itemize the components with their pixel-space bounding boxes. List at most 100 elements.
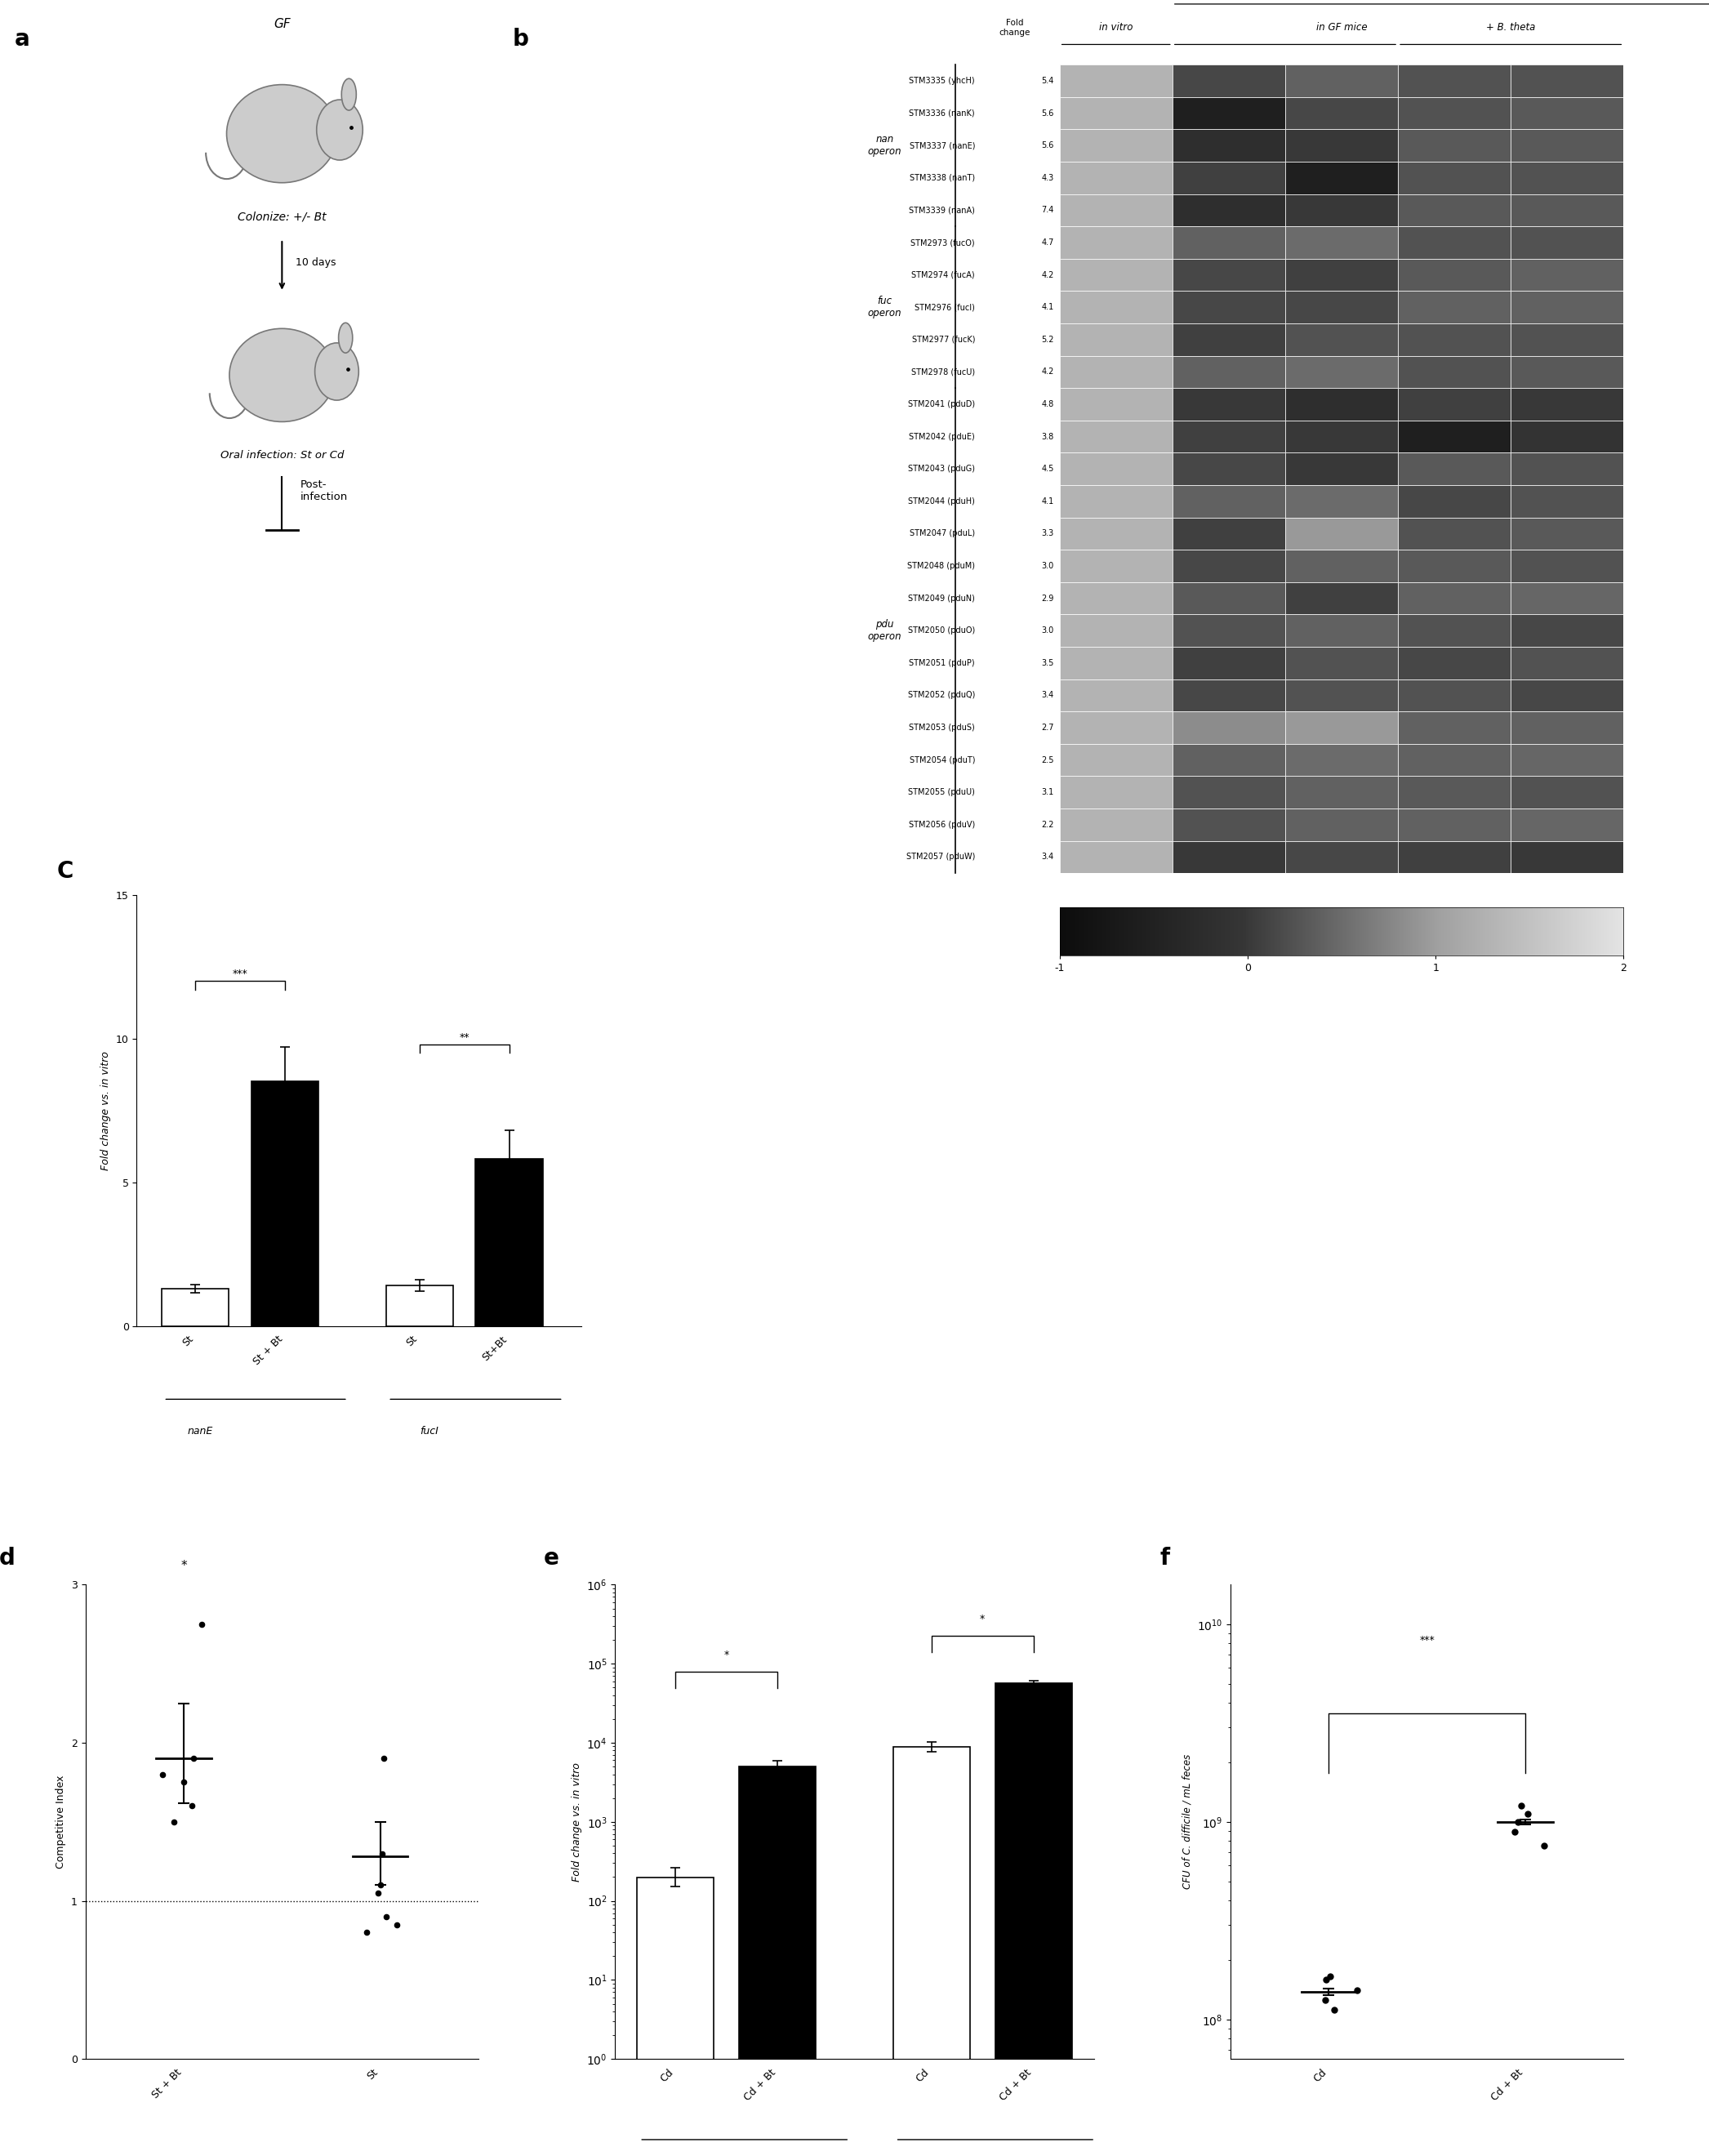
Bar <box>1285 744 1398 776</box>
Bar <box>1285 356 1398 388</box>
Text: STM2978 (fucU): STM2978 (fucU) <box>911 369 974 375</box>
Bar <box>1511 97 1624 129</box>
Bar <box>161 1289 229 1326</box>
Point <box>367 1837 395 1871</box>
Ellipse shape <box>314 343 359 401</box>
Bar <box>1398 420 1511 453</box>
Text: STM2974 (fucA): STM2974 (fucA) <box>911 272 974 278</box>
Bar <box>1398 226 1511 259</box>
Text: 4.7: 4.7 <box>1041 239 1054 246</box>
Bar <box>475 1160 543 1326</box>
Bar <box>1172 485 1285 517</box>
Bar <box>1172 517 1285 550</box>
Bar <box>1398 162 1511 194</box>
Ellipse shape <box>338 323 352 354</box>
Text: STM2043 (pduG): STM2043 (pduG) <box>907 466 974 472</box>
Bar <box>1511 808 1624 841</box>
Bar <box>1511 356 1624 388</box>
Bar <box>995 1684 1072 2156</box>
Bar <box>1060 65 1172 97</box>
Point <box>364 1876 391 1910</box>
Bar <box>1511 647 1624 679</box>
Y-axis label: Fold change vs. in vitro: Fold change vs. in vitro <box>101 1050 111 1171</box>
Bar <box>1285 614 1398 647</box>
Bar <box>1172 259 1285 291</box>
Text: STM3337 (nanE): STM3337 (nanE) <box>909 142 974 149</box>
Point <box>149 1757 176 1792</box>
Bar <box>1511 776 1624 808</box>
Point <box>1313 1962 1340 1996</box>
Text: *: * <box>181 1559 186 1572</box>
Bar <box>1172 550 1285 582</box>
Text: 5.6: 5.6 <box>1041 142 1054 149</box>
Point <box>1501 1815 1528 1850</box>
Point <box>1514 1796 1542 1830</box>
Bar <box>1398 291 1511 323</box>
Bar <box>1172 194 1285 226</box>
Text: 3.0: 3.0 <box>1041 627 1054 634</box>
Bar <box>1060 841 1172 873</box>
Text: 3.3: 3.3 <box>1041 530 1054 537</box>
Bar <box>1172 388 1285 420</box>
Text: 4.1: 4.1 <box>1041 304 1054 310</box>
Text: STM2049 (pduN): STM2049 (pduN) <box>907 595 974 602</box>
Point <box>161 1805 188 1839</box>
Text: a: a <box>14 28 29 52</box>
Text: 4.2: 4.2 <box>1041 272 1054 278</box>
Bar <box>1511 582 1624 614</box>
Bar <box>1172 647 1285 679</box>
Bar <box>1060 808 1172 841</box>
Bar <box>1172 65 1285 97</box>
Bar <box>1398 356 1511 388</box>
Bar <box>1511 129 1624 162</box>
Text: 3.8: 3.8 <box>1041 433 1054 440</box>
Text: STM2051 (pduP): STM2051 (pduP) <box>909 660 974 666</box>
Point <box>371 1742 398 1777</box>
Bar <box>1398 129 1511 162</box>
Text: Oral infection: St or Cd: Oral infection: St or Cd <box>220 451 344 461</box>
Bar <box>1398 679 1511 711</box>
Bar <box>1398 388 1511 420</box>
Text: ***: *** <box>1420 1634 1434 1645</box>
Bar <box>1172 97 1285 129</box>
Bar <box>1511 420 1624 453</box>
Text: STM2057 (pduW): STM2057 (pduW) <box>906 854 974 860</box>
Bar <box>1285 711 1398 744</box>
Bar <box>1285 97 1398 129</box>
Text: STM2976 (fucI): STM2976 (fucI) <box>914 304 974 310</box>
Text: 3.4: 3.4 <box>1041 854 1054 860</box>
Text: b: b <box>513 28 528 52</box>
Text: 3.1: 3.1 <box>1041 789 1054 796</box>
Bar <box>1398 453 1511 485</box>
Text: *: * <box>725 1649 730 1660</box>
Bar <box>1285 162 1398 194</box>
Bar <box>251 1082 318 1326</box>
Text: in vitro: in vitro <box>1099 22 1133 32</box>
Bar <box>1285 647 1398 679</box>
Text: 10 days: 10 days <box>296 257 337 267</box>
Bar <box>1398 582 1511 614</box>
Text: fucI: fucI <box>420 1425 439 1436</box>
Bar <box>1060 517 1172 550</box>
Bar <box>1060 485 1172 517</box>
Bar <box>1285 841 1398 873</box>
Bar <box>1172 582 1285 614</box>
Bar <box>1172 744 1285 776</box>
Text: STM2041 (pduD): STM2041 (pduD) <box>907 401 974 407</box>
Bar <box>1172 453 1285 485</box>
Text: in GF mice: in GF mice <box>1316 22 1367 32</box>
Bar <box>1172 226 1285 259</box>
Text: Fold
change: Fold change <box>998 19 1031 37</box>
Bar <box>1285 679 1398 711</box>
Bar <box>1060 679 1172 711</box>
Bar <box>1398 776 1511 808</box>
Bar <box>1172 776 1285 808</box>
Text: STM2052 (pduQ): STM2052 (pduQ) <box>907 692 974 699</box>
Bar <box>1060 259 1172 291</box>
Bar <box>1511 388 1624 420</box>
Bar <box>1285 517 1398 550</box>
Bar <box>1398 711 1511 744</box>
Bar <box>1172 808 1285 841</box>
Bar <box>1398 614 1511 647</box>
Bar <box>1398 65 1511 97</box>
